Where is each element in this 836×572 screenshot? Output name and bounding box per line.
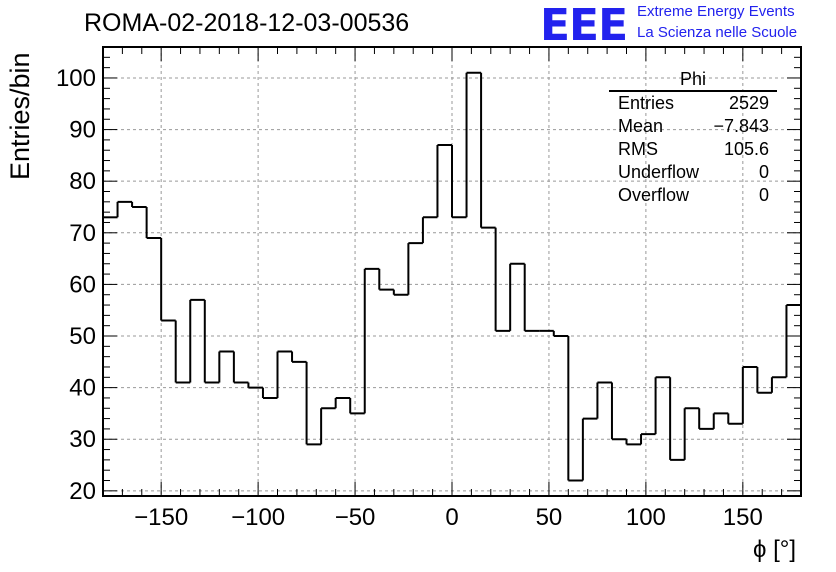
histogram-bin — [189, 298, 205, 383]
histogram-bin — [494, 227, 511, 332]
org-name-line1: Extreme Energy Events — [637, 3, 795, 20]
histogram-bin — [654, 376, 671, 435]
histogram-bin — [756, 366, 772, 394]
stats-label: RMS — [618, 139, 658, 159]
y-tick-label: 70 — [69, 220, 96, 247]
histogram-bin — [465, 71, 482, 218]
histogram-bin — [552, 330, 569, 338]
y-tick-label: 50 — [69, 323, 96, 350]
histogram-bin — [436, 144, 452, 218]
histogram-bin — [596, 381, 612, 419]
stats-row-mean: Mean −7.843 — [609, 115, 777, 138]
histogram-bin — [523, 263, 540, 332]
histogram-bin — [712, 412, 729, 429]
histogram-bin — [247, 382, 263, 389]
histogram-bin — [581, 417, 598, 481]
histogram-bin — [683, 407, 700, 460]
histogram-bin — [203, 299, 220, 384]
histogram-bin — [770, 376, 787, 393]
grid-lines — [103, 47, 801, 496]
x-tick-label: 0 — [445, 504, 458, 531]
histogram-bin — [785, 304, 801, 378]
stats-label: Overflow — [618, 185, 690, 205]
y-tick-label: 30 — [69, 426, 96, 453]
histogram-bin — [232, 351, 249, 384]
histogram-bin — [407, 242, 423, 295]
histogram-bin — [261, 387, 278, 399]
histogram-bin — [727, 413, 743, 425]
stats-row-underflow: Underflow 0 — [609, 161, 777, 184]
histogram-bin — [334, 396, 351, 409]
y-tick-label: 100 — [56, 65, 96, 92]
histogram-bin — [174, 320, 191, 384]
histogram-bin — [610, 382, 627, 441]
x-tick-label: −150 — [134, 504, 188, 531]
stats-label: Entries — [618, 93, 675, 113]
stats-value: 0 — [758, 162, 769, 182]
histogram-bin — [305, 361, 322, 446]
tick-labels: −150 −100 −50 0 50 100 150 20 30 40 50 60 70 80 90 100 — [56, 65, 763, 531]
stats-box-title: Phi — [609, 68, 777, 92]
histogram-bin — [116, 200, 133, 218]
histogram-bin — [669, 377, 685, 461]
stats-box: Phi Entries 2529 Mean −7.843 RMS 105.6 U… — [609, 68, 777, 207]
histogram-bin — [567, 336, 583, 482]
stats-row-overflow: Overflow 0 — [609, 184, 777, 207]
x-tick-label: 100 — [626, 504, 666, 531]
histogram-bin — [392, 289, 409, 296]
y-tick-label: 80 — [69, 168, 96, 195]
histogram-bin — [421, 216, 438, 244]
y-tick-label: 90 — [69, 117, 96, 144]
histogram-bin — [145, 206, 162, 239]
stats-value: 105.6 — [723, 139, 769, 159]
x-tick-label: −50 — [335, 504, 376, 531]
y-tick-label: 40 — [69, 375, 96, 402]
stats-label: Underflow — [618, 162, 700, 182]
histogram-series — [103, 71, 801, 482]
x-tick-label: 50 — [536, 504, 563, 531]
histogram-bin — [451, 145, 467, 219]
histogram-bin — [378, 268, 394, 291]
y-tick-label: 60 — [69, 271, 96, 298]
histogram-bin — [276, 350, 293, 398]
histogram-bin — [320, 407, 336, 445]
stats-row-entries: Entries 2529 — [609, 92, 777, 115]
chart-title: ROMA-02-2018-12-03-00536 — [84, 9, 410, 37]
histogram-bin — [218, 350, 234, 383]
histogram-bin — [363, 267, 380, 414]
histogram-bin — [625, 439, 642, 446]
org-name-line2: La Scienza nelle Scuole — [637, 24, 798, 41]
histogram-bin — [349, 397, 365, 415]
histogram-bin — [741, 365, 758, 424]
histogram-bin — [698, 408, 714, 430]
x-axis-label: ϕ [°] — [753, 536, 797, 563]
stats-value: −7.843 — [713, 116, 769, 136]
histogram-bin — [160, 237, 176, 322]
x-tick-label: −100 — [231, 504, 285, 531]
histogram-bin — [131, 201, 147, 208]
stats-value: 0 — [758, 185, 769, 205]
x-tick-label: 150 — [723, 504, 763, 531]
y-tick-label: 20 — [69, 478, 96, 505]
histogram-bin — [480, 72, 496, 229]
axis-ticks — [102, 46, 802, 496]
y-axis-label: Entries/bin — [5, 52, 35, 180]
histogram-bin — [509, 262, 525, 331]
histogram-bin — [291, 351, 307, 363]
stats-label: Mean — [618, 116, 664, 136]
stats-value: 2529 — [728, 93, 769, 113]
stats-row-rms: RMS 105.6 — [609, 138, 777, 161]
histogram-bin — [640, 433, 656, 445]
eee-logo: EEE — [540, 0, 628, 51]
